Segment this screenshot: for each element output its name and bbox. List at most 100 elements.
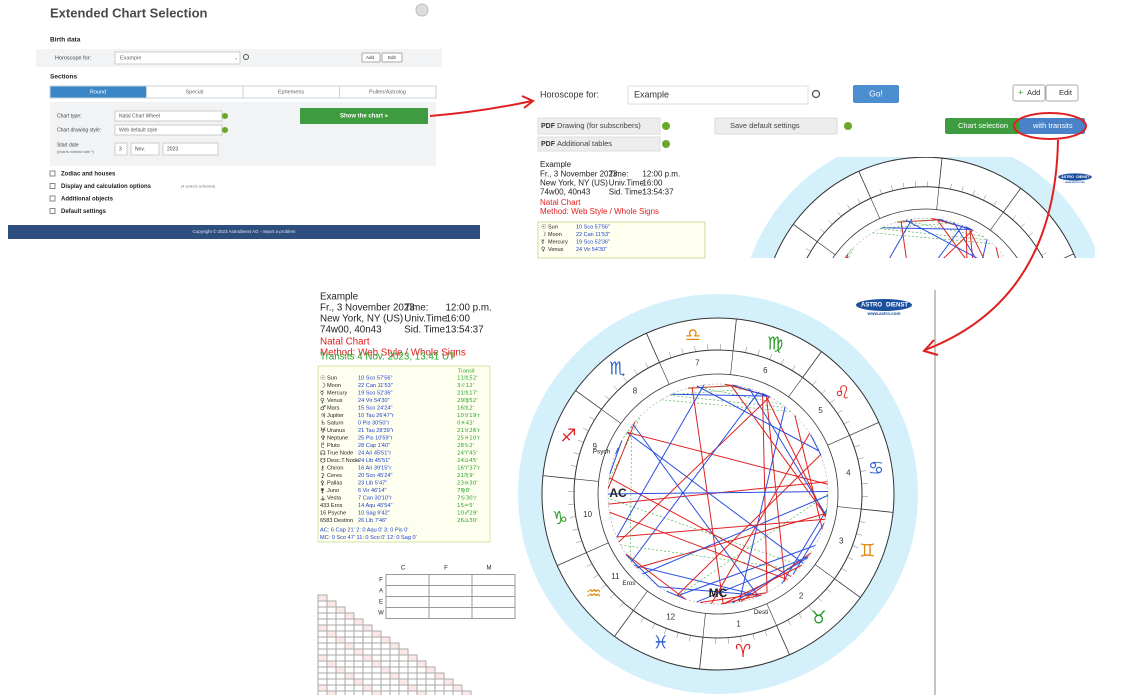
tab-label: Ephemeris: [278, 89, 305, 95]
planet-position: 22 Can 11'53": [576, 232, 610, 238]
label: Drawing (for subscribers): [557, 121, 641, 130]
aspect-grid-cell: [354, 643, 363, 649]
aspect-grid-cell: [372, 661, 381, 667]
expand-icon[interactable]: [50, 196, 55, 201]
zodiac-glyph: ♈: [735, 641, 751, 662]
label: Fr., 3 November 2023: [320, 303, 415, 314]
option-note: (4 options activated): [181, 185, 216, 189]
degree-tick: [1049, 368, 1054, 370]
logo-text: DIENST: [886, 303, 908, 309]
aspect-grid-cell: [318, 601, 327, 607]
aspect-grid-cell: [417, 685, 426, 691]
degree-tick: [946, 452, 947, 457]
search-icon[interactable]: [813, 91, 820, 98]
aspect-grid-cell: [372, 637, 381, 643]
transit-position: 21♏9': [457, 473, 474, 479]
section-heading: Sections: [50, 74, 77, 81]
transit-position: 16♏2': [457, 406, 474, 412]
planet-position: 19 Sco 52'36": [576, 239, 610, 245]
aspect-grid-cell: [318, 637, 327, 643]
zodiac-glyph: ♉: [811, 607, 827, 628]
aspect-grid-cell: [327, 691, 336, 695]
planet-position: 20 Sco 45'24": [358, 473, 392, 479]
planet-name: Mercury: [548, 239, 568, 245]
settings-icon[interactable]: [416, 4, 428, 16]
button-label: Add: [366, 55, 375, 60]
degree-tick: [979, 442, 981, 447]
planet-position: 24 Ari 45'51"r: [358, 450, 391, 456]
expand-icon[interactable]: [50, 209, 55, 214]
aspect-grid-cell: [318, 685, 327, 691]
aspect-grid-cell: [327, 643, 336, 649]
aspect-grid-cell: [363, 631, 372, 637]
zodiac-glyph: ♍: [767, 334, 783, 355]
aspect-grid-cell: [336, 643, 345, 649]
aspect-grid-cell: [372, 643, 381, 649]
planet-glyph: ♀: [541, 246, 545, 253]
planet-position: 28 Cap 1'40": [358, 443, 390, 449]
zodiac-glyph: ♑: [552, 508, 568, 529]
aspect-grid-cell: [408, 661, 417, 667]
zodiac-glyph: ♎: [685, 325, 701, 346]
aspect-grid-cell: [336, 655, 345, 661]
aspect-grid-cell: [336, 607, 345, 613]
planet-name: Venus: [548, 247, 564, 253]
aspect-grid-cell: [336, 667, 345, 673]
label: Univ.Time:: [609, 179, 646, 188]
planet-position: 22 Can 11'53": [358, 383, 393, 389]
aspect-grid-cell: [390, 691, 399, 695]
aspect-grid-cell: [345, 691, 354, 695]
label: Sid. Time:: [404, 325, 448, 336]
aspect-grid-cell: [327, 619, 336, 625]
expand-icon[interactable]: [50, 184, 55, 189]
planet-name: 433 Eros: [320, 503, 343, 509]
planet-name: Jupiter: [327, 413, 344, 419]
degree-tick: [1033, 398, 1037, 401]
aspect-grid-cell: [453, 685, 462, 691]
aspect-grid-cell: [426, 673, 435, 679]
wheel-label: Desti: [754, 609, 769, 616]
button-label: Go!: [869, 88, 883, 98]
expand-icon[interactable]: [50, 171, 55, 176]
column-header: M: [487, 566, 492, 572]
transit-position: 3♌12': [457, 383, 474, 389]
aspect-grid-cell: [327, 637, 336, 643]
logo-text: ASTRO: [861, 303, 882, 309]
button-label: Add: [1027, 88, 1040, 97]
label: 2023: [167, 146, 178, 152]
aspect-line: [984, 334, 1026, 402]
aspect-grid-cell: [372, 655, 381, 661]
degree-tick: [1056, 345, 1061, 346]
label: Example: [120, 55, 141, 61]
aspect-line: [946, 375, 1011, 420]
planet-name: 16 Psyche: [320, 510, 346, 516]
transit-position: 24♈45': [457, 451, 478, 457]
aspect-line: [930, 386, 1003, 422]
aspect-grid-cell: [318, 667, 327, 673]
aspect-grid-cell: [327, 679, 336, 685]
label: Additional tables: [557, 139, 612, 148]
info-icon: [222, 127, 228, 133]
aspect-grid-cell: [390, 649, 399, 655]
pdf-tag: PDF: [541, 123, 556, 130]
transit-position: 16♈37'r: [457, 466, 481, 472]
aspect-grid-cell: [336, 661, 345, 667]
aspect-grid-cell: [417, 691, 426, 695]
aspect-grid-cell: [354, 673, 363, 679]
aspect-grid-cell: [399, 679, 408, 685]
chart-method: Method: Web Style / Whole Signs: [540, 207, 659, 216]
aspect-grid-cell: [336, 631, 345, 637]
aspect-grid-cell: [408, 685, 417, 691]
degree-tick: [999, 430, 1002, 435]
aspect-grid-cell: [345, 631, 354, 637]
planet-name: Moon: [548, 232, 562, 238]
degree-tick: [1057, 298, 1062, 299]
aspect-grid-cell: [381, 637, 390, 643]
planet-glyph: ☿: [541, 239, 545, 246]
degree-tick: [1018, 416, 1022, 420]
aspect-grid-cell: [354, 661, 363, 667]
aspect-grid-cell: [354, 655, 363, 661]
column-header: F: [444, 566, 448, 572]
planet-position: 14 Aqu 45'54": [358, 503, 392, 509]
aspect-grid-cell: [381, 655, 390, 661]
